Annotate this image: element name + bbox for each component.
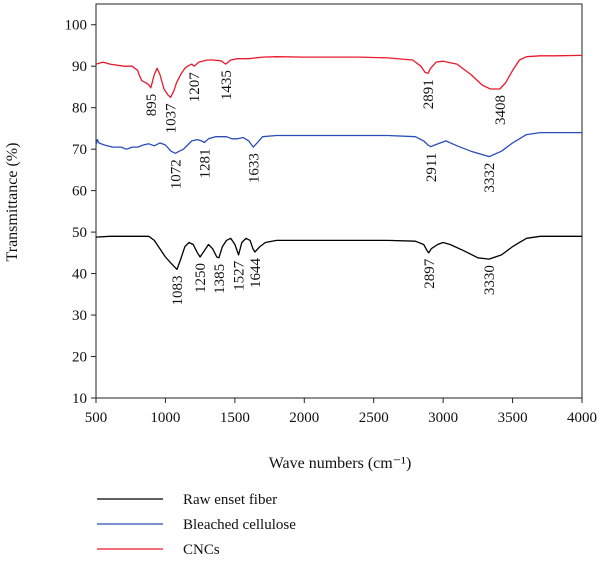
- peak-label: 3332: [482, 163, 498, 193]
- peak-label: 2891: [421, 79, 437, 109]
- peak-label: 1072: [168, 159, 184, 189]
- peak-label: 1527: [232, 260, 248, 291]
- x-tick-label: 2500: [359, 410, 389, 426]
- x-tick-label: 1000: [150, 410, 180, 426]
- y-tick-label: 30: [72, 308, 87, 324]
- peak-label: 1644: [248, 258, 264, 289]
- peak-label: 2911: [424, 153, 440, 182]
- peak-label: 1633: [246, 153, 262, 183]
- x-tick-label: 4000: [567, 410, 597, 426]
- y-tick-label: 100: [65, 18, 88, 34]
- y-axis-title: Transmittance (%): [4, 143, 21, 262]
- y-tick-label: 20: [72, 350, 87, 366]
- y-axis: 10 20 30 40 50 60 70 80 90 100: [65, 18, 96, 407]
- peak-label: 2897: [422, 258, 438, 289]
- series-layer: [95, 54, 583, 271]
- peak-label: 1250: [193, 263, 209, 293]
- peak-label: 1385: [212, 264, 228, 294]
- peak-label: 3330: [482, 265, 498, 295]
- x-axis-title: Wave numbers (cm⁻¹): [269, 455, 412, 472]
- peak-label: 1281: [197, 148, 213, 178]
- legend-label-2: CNCs: [183, 542, 220, 558]
- x-axis: 500 1000 1500 2000 2500 3000 3500 4000: [85, 398, 597, 426]
- peak-label: 3408: [493, 95, 509, 125]
- peak-label: 1083: [170, 275, 186, 305]
- x-tick-label: 3000: [428, 410, 458, 426]
- series-line-0: [95, 235, 582, 271]
- peak-label: 1207: [187, 72, 203, 103]
- peak-annotations: 895 1037 1207 1435 2891 3408 1072 1281 1633 2911 3…: [144, 70, 509, 305]
- plot-border: [95, 3, 583, 399]
- legend-label-0: Raw enset fiber: [183, 492, 277, 508]
- y-tick-label: 50: [72, 225, 87, 241]
- x-tick-label: 500: [85, 410, 108, 426]
- legend-label-1: Bleached cellulose: [183, 517, 296, 533]
- x-tick-label: 3500: [498, 410, 528, 426]
- y-tick-label: 80: [72, 101, 87, 117]
- series-line-2: [95, 54, 583, 98]
- series-line-1: [95, 131, 582, 158]
- x-tick-label: 2000: [289, 410, 319, 426]
- y-tick-label: 40: [72, 267, 87, 283]
- peak-label: 1435: [219, 70, 235, 100]
- plot-frame: [95, 3, 583, 399]
- y-tick-label: 10: [72, 391, 87, 407]
- peak-label: 1037: [164, 103, 180, 134]
- y-tick-label: 90: [72, 59, 87, 75]
- legend: Raw enset fiber Bleached cellulose CNCs: [97, 492, 296, 558]
- x-tick-label: 1500: [220, 410, 250, 426]
- y-tick-label: 60: [72, 184, 87, 200]
- y-tick-label: 70: [72, 142, 87, 158]
- peak-label: 895: [144, 94, 160, 117]
